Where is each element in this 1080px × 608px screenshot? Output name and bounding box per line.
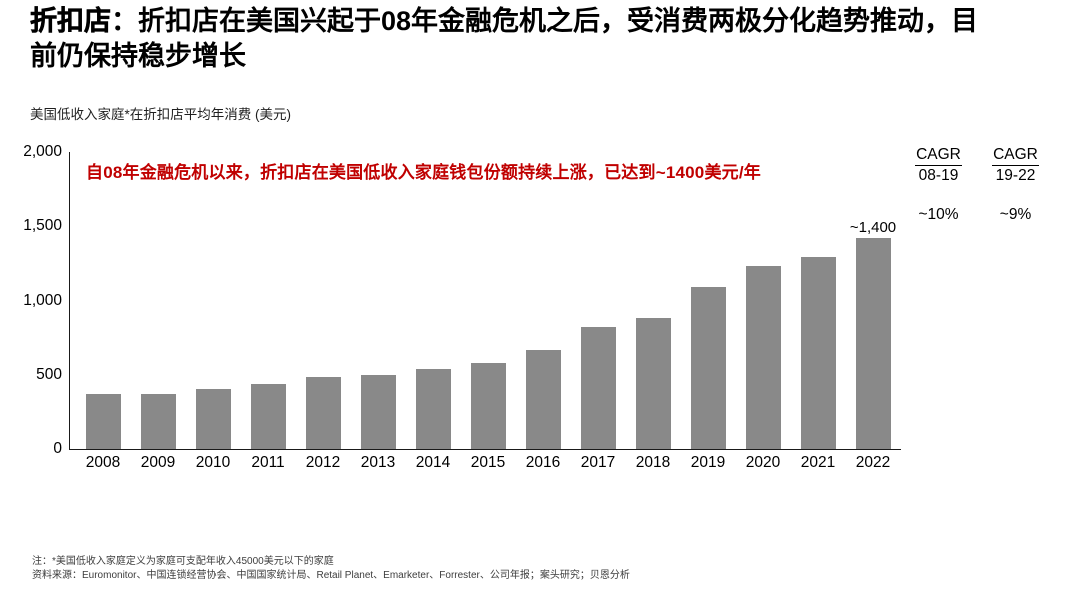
y-tick-label-0: 0 [53, 440, 62, 457]
cagr-panel: CAGR 08-19 ~10% CAGR 19-22 ~9% [903, 146, 1051, 224]
cagr-col-08-19: CAGR 08-19 ~10% [903, 146, 974, 224]
cagr-header: CAGR [992, 146, 1039, 166]
y-tick-label-2,000: 2,000 [23, 143, 62, 160]
y-tick-label-1,000: 1,000 [23, 291, 62, 309]
cagr-value: ~10% [918, 206, 959, 223]
cagr-period: 19-22 [995, 167, 1036, 184]
bar-2020 [745, 266, 781, 449]
bar-value-label: ~1,400 [849, 219, 897, 236]
cagr-col-19-22: CAGR 19-22 ~9% [980, 146, 1051, 224]
bar-2013 [360, 375, 396, 449]
x-tick-label-2019: 2019 [690, 454, 726, 471]
bar-2016 [525, 350, 561, 449]
page-title-rest: ：折扣店在美国兴起于08年金融危机之后，受消费两极分化趋势推动，目前仍保持稳步增… [30, 6, 979, 71]
bar-2021 [800, 257, 836, 449]
x-tick-label-2010: 2010 [195, 454, 231, 471]
x-tick-label-2009: 2009 [140, 454, 176, 471]
plot-area: 自08年金融危机以来，折扣店在美国低收入家庭钱包份额持续上涨，已达到~1400美… [69, 152, 901, 471]
footnote-source: 资料来源：Euromonitor、中国连锁经营协会、中国国家统计局、Retail… [32, 569, 630, 581]
footnotes: 注：*美国低收入家庭定义为家庭可支配年收入45000美元以下的家庭 资料来源：E… [32, 555, 630, 582]
x-tick-label-2015: 2015 [470, 454, 506, 471]
x-tick-label-2013: 2013 [360, 454, 396, 471]
y-tick-label-500: 500 [36, 365, 62, 383]
chart-annotation: 自08年金融危机以来，折扣店在美国低收入家庭钱包份额持续上涨，已达到~1400美… [86, 163, 761, 182]
bar-2019 [690, 287, 726, 449]
bar-2011 [250, 384, 286, 449]
footnote-note: 注：*美国低收入家庭定义为家庭可支配年收入45000美元以下的家庭 [32, 556, 334, 567]
bar-2008 [85, 394, 121, 449]
cagr-header: CAGR [915, 146, 962, 166]
x-tick-label-2011: 2011 [251, 454, 285, 471]
bar-2012 [305, 377, 341, 449]
bar-2009 [140, 394, 176, 449]
bar-2015 [470, 363, 506, 449]
x-tick-label-2018: 2018 [635, 454, 671, 471]
x-tick-label-2021: 2021 [800, 454, 836, 471]
x-tick-label-2017: 2017 [580, 454, 616, 471]
x-tick-label-2012: 2012 [305, 454, 341, 471]
bar-2022 [855, 238, 891, 449]
x-tick-label-2016: 2016 [525, 454, 561, 471]
page-title-lead: 折扣店 [30, 6, 112, 37]
cagr-value: ~9% [999, 206, 1032, 223]
bar-2017 [580, 327, 616, 449]
cagr-period: 08-19 [918, 167, 959, 184]
x-tick-label-2020: 2020 [745, 454, 781, 471]
x-tick-label-2008: 2008 [85, 454, 121, 471]
x-tick-label-2014: 2014 [415, 454, 451, 471]
x-tick-label-2022: 2022 [855, 454, 891, 471]
bar-2010 [195, 389, 231, 449]
page-title: 折扣店：折扣店在美国兴起于08年金融危机之后，受消费两极分化趋势推动，目前仍保持… [30, 4, 982, 74]
chart-title: 美国低收入家庭*在折扣店平均年消费 (美元) [30, 107, 291, 122]
bar-2014 [415, 369, 451, 449]
y-tick-label-1,500: 1,500 [23, 217, 62, 235]
bar-2018 [635, 318, 671, 449]
